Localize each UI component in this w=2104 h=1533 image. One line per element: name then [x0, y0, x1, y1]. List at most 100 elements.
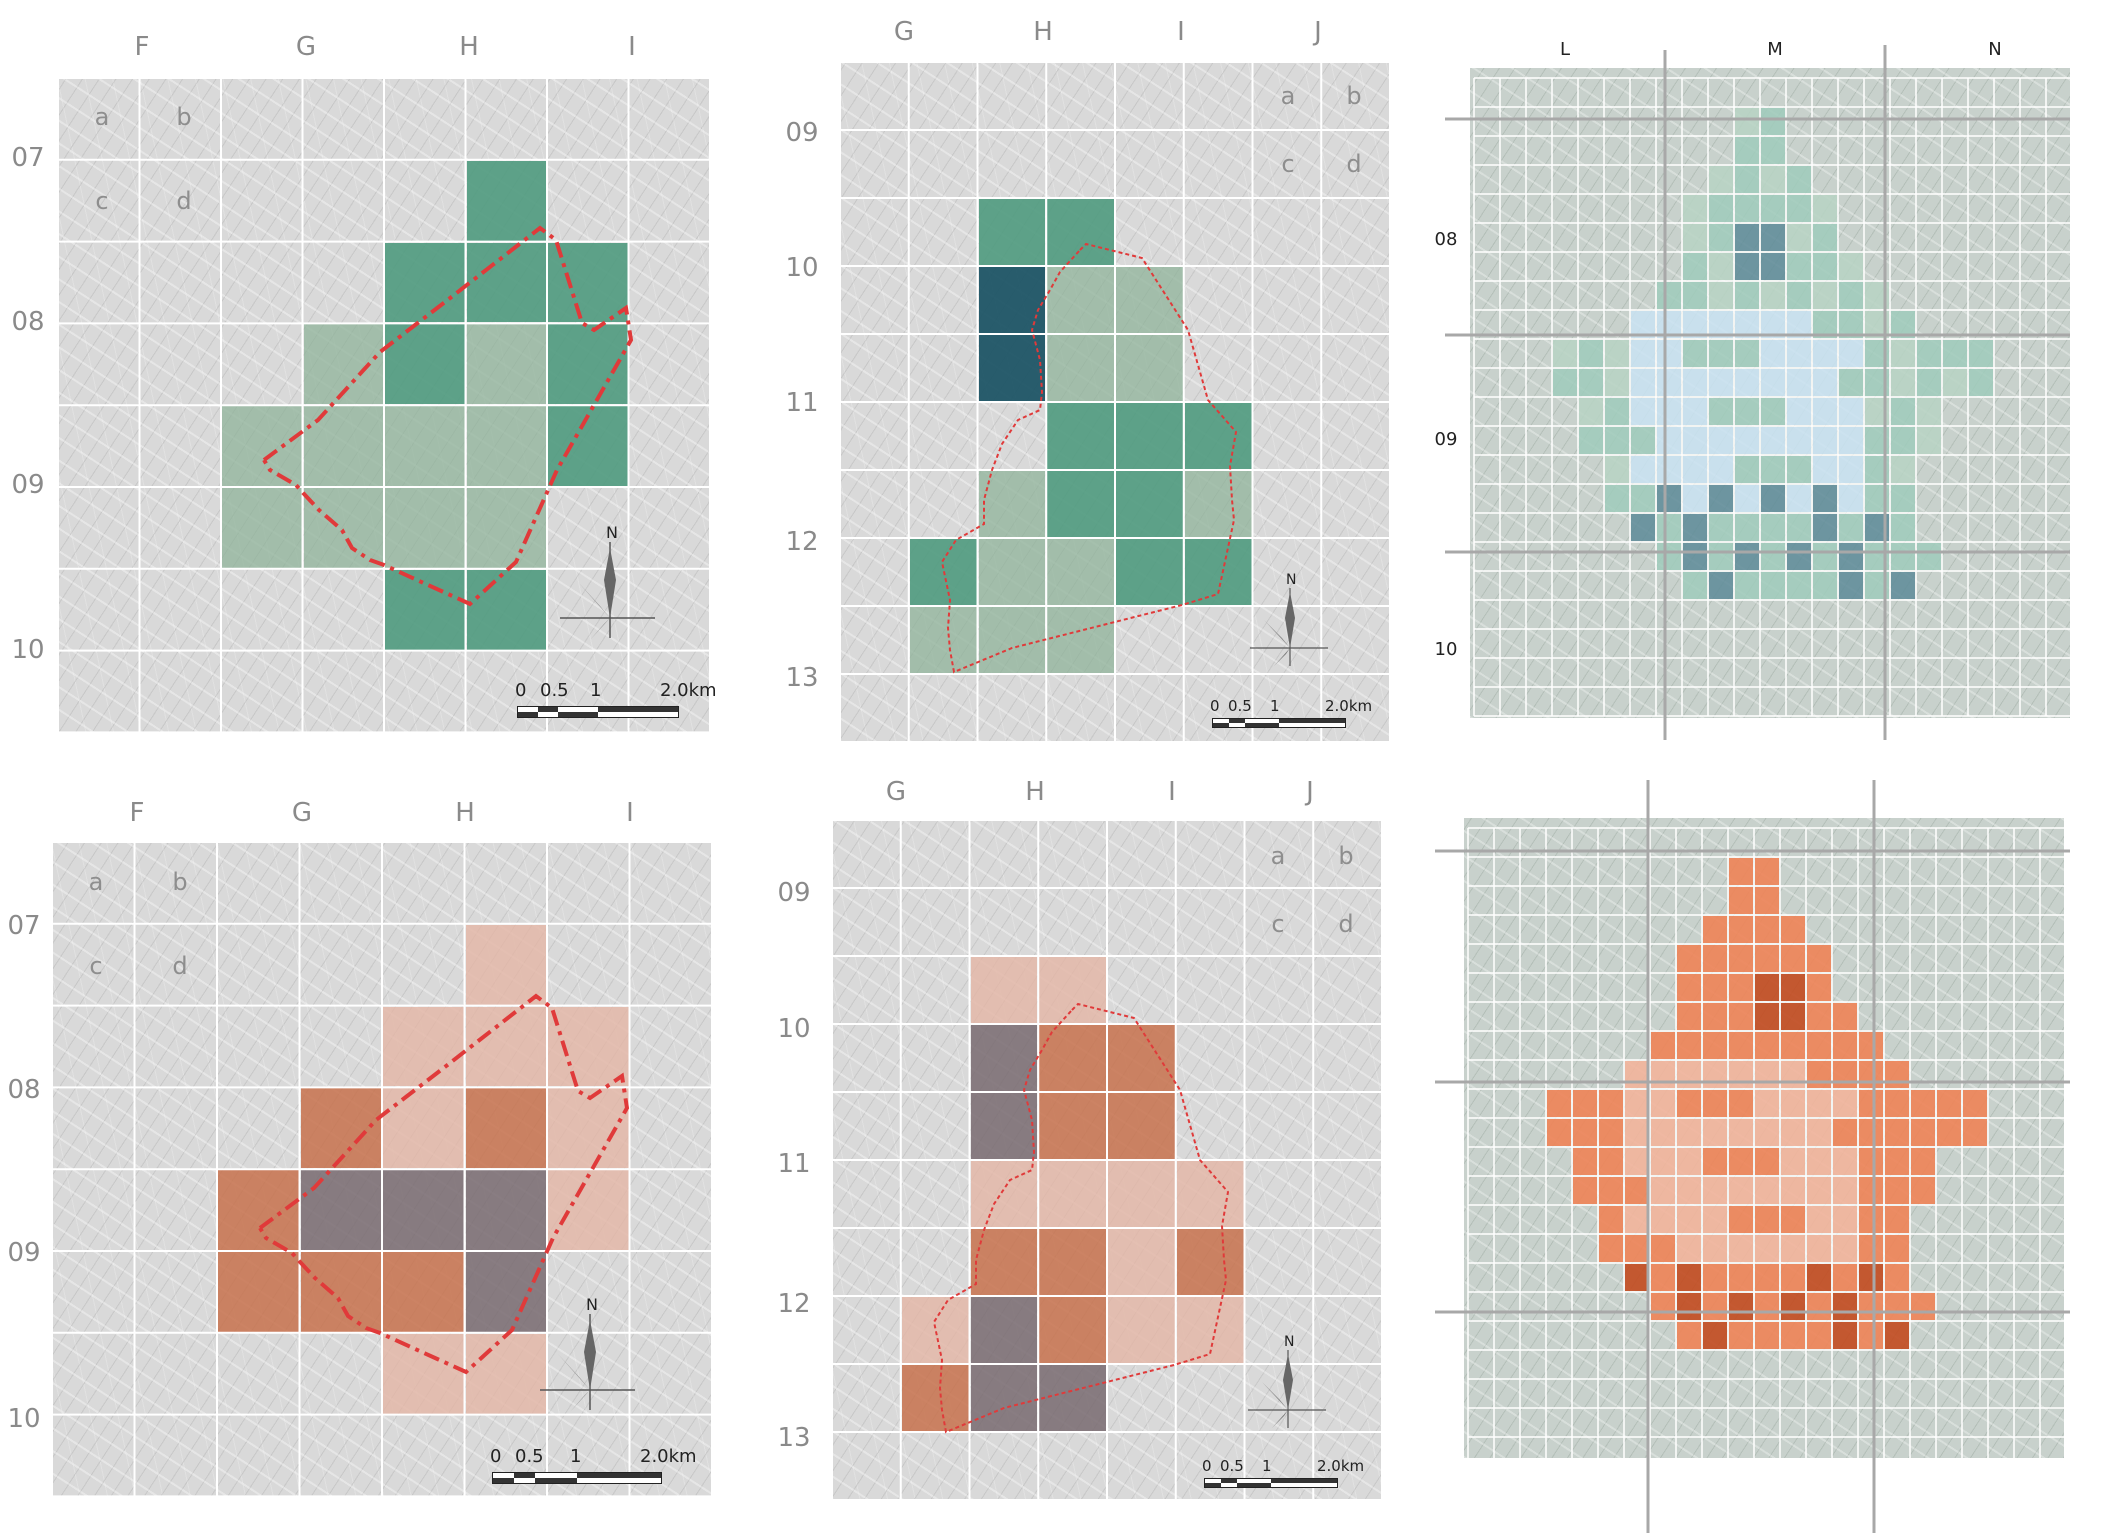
col-label-I: I	[1177, 17, 1185, 47]
sub-label-c: c	[95, 187, 109, 215]
grid-cell	[1755, 887, 1779, 914]
grid-cell	[1657, 485, 1681, 512]
grid-lines	[1445, 45, 2073, 740]
grid-cell	[1047, 267, 1114, 333]
study-boundary	[932, 1002, 1230, 1434]
grid-cell	[1703, 1264, 1727, 1291]
grid-cell	[1755, 916, 1779, 943]
grid-cell	[1755, 1264, 1779, 1291]
grid-cell	[1833, 1177, 1857, 1204]
grid-cell	[1891, 427, 1915, 454]
grid-cell	[1813, 253, 1837, 280]
grid-cell	[1813, 340, 1837, 367]
grid-cell	[1573, 1119, 1597, 1146]
map-panel-6	[1430, 770, 2104, 1533]
map-panel-1: F G H I 07 08 09 10 a b c d N 0 0.5 1 2.…	[0, 0, 720, 760]
grid-cell	[1813, 456, 1837, 483]
grid-cell	[1683, 369, 1707, 396]
col-label-G: G	[291, 798, 313, 828]
grid-cell	[1631, 456, 1655, 483]
scale-2km: 2.0km	[660, 680, 717, 701]
grid-cell	[1651, 1206, 1675, 1233]
grid-cell	[1047, 335, 1114, 401]
grid-cell	[1891, 398, 1915, 425]
grid-cell	[1761, 398, 1785, 425]
row-label-12: 12	[777, 1289, 811, 1319]
col-label-I: I	[626, 798, 634, 828]
grid-cell	[1625, 1090, 1649, 1117]
grid-cell	[466, 242, 546, 323]
scale-bar: 0 0.5 1 2.0km	[490, 1446, 697, 1491]
row-label-11: 11	[777, 1149, 811, 1179]
grid-cell	[466, 569, 546, 650]
grid-cell	[1631, 398, 1655, 425]
grid-cell	[1839, 253, 1863, 280]
grid-cell	[1735, 485, 1759, 512]
grid-cell	[1677, 1148, 1701, 1175]
row-label-08: 08	[11, 307, 45, 337]
grid-cell	[1735, 195, 1759, 222]
grid-cell	[1703, 1090, 1727, 1117]
grid-cell	[978, 607, 1046, 673]
grid-cell	[1813, 224, 1837, 251]
grid-cell	[1047, 403, 1114, 469]
row-label-09: 09	[777, 878, 811, 908]
grid-cell	[1703, 1293, 1727, 1320]
grid-cell	[1677, 1003, 1701, 1030]
col-label-M: M	[1767, 39, 1783, 60]
grid-cell	[1108, 1229, 1175, 1295]
scale-0: 0	[1202, 1457, 1212, 1475]
grid-cell	[1677, 1293, 1701, 1320]
grid-cell	[1625, 1235, 1649, 1262]
sub-label-d: d	[176, 187, 192, 215]
grid-cell	[1735, 398, 1759, 425]
grid-cell	[300, 1170, 381, 1250]
grid-cell	[1547, 1090, 1571, 1117]
grid-cell	[1787, 224, 1811, 251]
grid-cell	[1651, 1235, 1675, 1262]
scale-1: 1	[590, 680, 602, 701]
grid-cell	[1833, 1293, 1857, 1320]
grid-cell	[465, 924, 546, 1005]
grid-cell	[1787, 485, 1811, 512]
grid-cell	[1885, 1177, 1909, 1204]
grid-cell	[1787, 456, 1811, 483]
grid-cell	[1553, 369, 1577, 396]
grid-cell	[1859, 1177, 1883, 1204]
col-label-G: G	[885, 777, 907, 807]
grid-cell	[1885, 1206, 1909, 1233]
grid-cell	[1839, 398, 1863, 425]
grid-cell	[1755, 1322, 1779, 1349]
grid-cell	[1703, 974, 1727, 1001]
grid-cell	[1683, 253, 1707, 280]
grid-cell	[1677, 945, 1701, 972]
grid-cell	[1755, 1235, 1779, 1262]
grid-cell	[1761, 485, 1785, 512]
grid-cell	[1709, 456, 1733, 483]
grid-cell	[1039, 957, 1106, 1023]
grid-cell	[1599, 1206, 1623, 1233]
grid-cell	[1677, 1119, 1701, 1146]
grid-cell	[1963, 1119, 1987, 1146]
grid-cell	[1729, 1264, 1753, 1291]
grid-cell	[1891, 543, 1915, 570]
grid-cell	[1683, 485, 1707, 512]
grid-cell	[1683, 572, 1707, 599]
grid-cell	[1683, 340, 1707, 367]
grid-cell	[300, 1252, 381, 1332]
grid-cell	[1729, 1148, 1753, 1175]
grid-cell	[1047, 471, 1114, 537]
grid-cell	[1761, 108, 1785, 135]
north-arrow: N	[1248, 1330, 1328, 1430]
grid-cell	[1573, 1148, 1597, 1175]
grid-cell	[970, 1161, 1038, 1227]
grid-cell	[383, 1333, 464, 1414]
row-label-08: 08	[1434, 229, 1458, 250]
grid-cell	[1755, 1206, 1779, 1233]
grid-cell	[1891, 456, 1915, 483]
grid-cell	[970, 957, 1038, 1023]
sub-label-a: a	[94, 103, 110, 131]
grid-cell	[1047, 607, 1114, 673]
grid-cell	[1047, 199, 1114, 265]
row-label-10: 10	[1434, 639, 1458, 660]
